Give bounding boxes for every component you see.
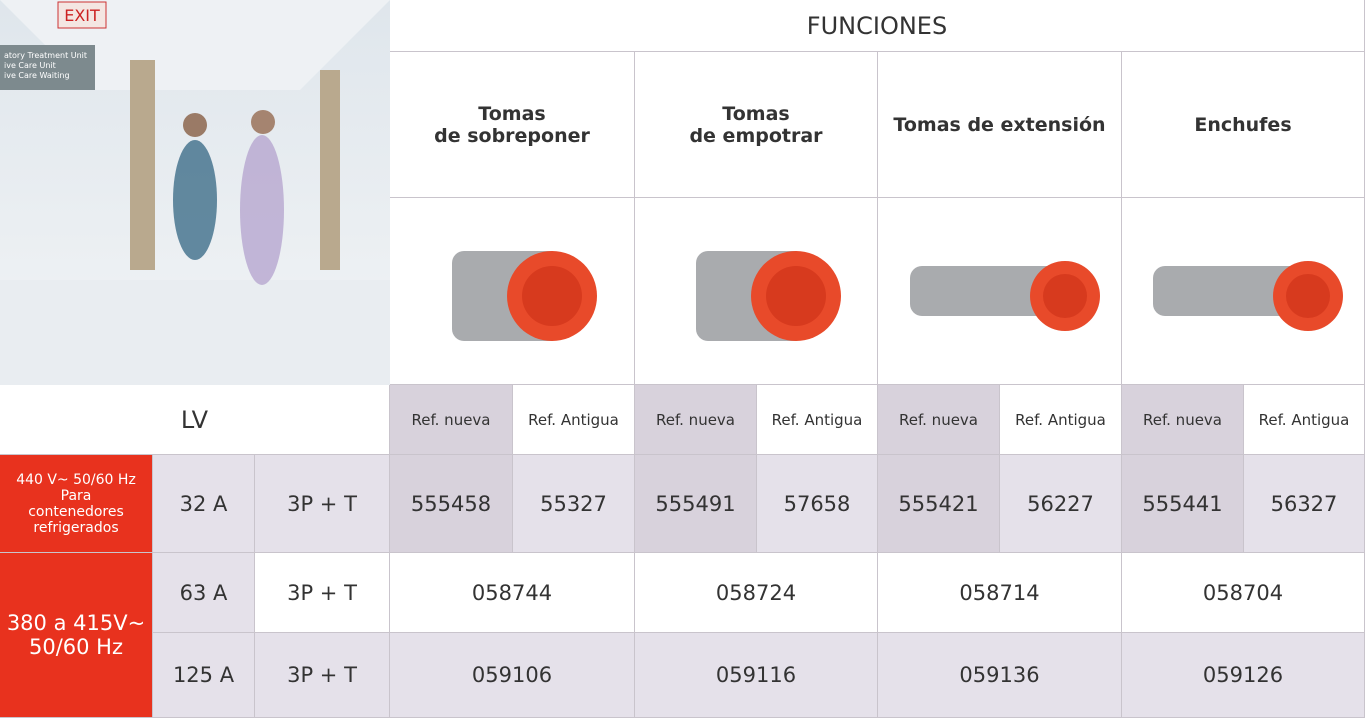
reference-value-text: 555421 [898,491,979,516]
voltage-label-text: 440 V~ 50/60 Hz [16,471,136,488]
ref-header-text: Ref. Antigua [771,410,863,429]
reference-value: 059116 [635,633,878,718]
ref-header-text: Ref. nueva [898,410,978,429]
column-header-text: de sobreponer [434,124,590,147]
product-drawing [1153,261,1343,331]
ref-header: Ref. nueva [390,385,513,455]
ref-header-text: Ref. nueva [411,410,491,429]
current-label-text: 63 A [179,580,228,605]
reference-value-text: 55327 [540,491,607,516]
reference-value-text: 058724 [715,580,797,605]
column-header-text: Enchufes [1194,113,1292,136]
product-image [390,198,635,385]
column-header-text: de empotrar [689,124,823,147]
reference-value-text: 059106 [471,663,553,687]
ref-header-text: Ref. nueva [1142,410,1222,429]
product-image [1122,198,1365,385]
reference-value: 058744 [390,553,635,633]
reference-value-text: 059116 [715,663,797,687]
column-header: Tomas de empotrar [635,52,878,198]
reference-value: 058704 [1122,553,1365,633]
product-drawing [696,251,841,341]
lv-label-text: LV [180,405,209,434]
ref-header: Ref. Antigua [757,385,878,455]
ref-header-text: Ref. Antigua [528,410,619,429]
column-header: Tomas de extensión [878,52,1122,198]
product-image [878,198,1122,385]
reference-value-text: 555441 [1142,491,1223,516]
reference-value-text: 56327 [1270,491,1338,516]
reference-value: 555441 [1122,455,1244,553]
current-label-text: 125 A [172,663,235,687]
voltage-label: 440 V~ 50/60 Hz Para contenedores refrigera… [0,455,153,553]
section-title-text: FUNCIONES [806,11,948,40]
voltage-label-text: refrigerados [33,519,119,536]
reference-value: 555421 [878,455,1000,553]
poles-label: 3P + T [255,455,390,553]
ref-header: Ref. Antigua [513,385,635,455]
reference-value: 058714 [878,553,1122,633]
product-drawing [909,261,1100,331]
product-drawing [452,251,597,341]
reference-value: 57658 [757,455,878,553]
poles-label-text: 3P + T [287,491,357,516]
current-label: 125 A [153,633,255,718]
voltage-label-text: 380 a 415V~ [6,611,146,635]
poles-label-text: 3P + T [287,663,357,687]
ref-header: Ref. nueva [1122,385,1244,455]
reference-value-text: 57658 [783,491,851,516]
ref-header: Ref. Antigua [1244,385,1365,455]
current-label: 32 A [153,455,255,553]
reference-value-text: 059136 [959,663,1040,687]
reference-value-text: 058744 [471,580,553,605]
reference-value: 059136 [878,633,1122,718]
reference-value: 059106 [390,633,635,718]
current-label: 63 A [153,553,255,633]
voltage-label-text: 50/60 Hz [28,635,123,659]
reference-value-text: 058704 [1202,580,1284,605]
column-header-text: Tomas [478,102,546,125]
reference-value: 058724 [635,553,878,633]
column-header-text: Tomas de extensión [893,113,1106,136]
reference-value: 55327 [513,455,635,553]
reference-value: 555458 [390,455,513,553]
column-header: Tomas de sobreponer [390,52,635,198]
reference-value: 555491 [635,455,757,553]
lv-label: LV [0,385,390,455]
sign-text: atory Treatment Unit [4,51,87,60]
reference-value-text: 059126 [1202,663,1284,687]
reference-value-text: 555491 [655,491,736,516]
reference-value-text: 56227 [1027,491,1094,516]
ref-header: Ref. Antigua [1000,385,1122,455]
column-header-text: Tomas [722,102,790,125]
section-title: FUNCIONES [390,0,1365,52]
poles-label: 3P + T [255,633,390,718]
reference-value-text: 555458 [410,491,492,516]
reference-value-text: 058714 [959,580,1040,605]
sign-text: ive Care Unit [4,61,56,70]
hospital-photo: atory Treatment Unit ive Care Unit ive C… [0,0,390,385]
sign-text: ive Care Waiting [4,71,70,80]
voltage-label: 380 a 415V~ 50/60 Hz [0,553,153,718]
poles-label-text: 3P + T [287,580,357,605]
current-label-text: 32 A [179,491,228,516]
product-image [635,198,878,385]
ref-header-text: Ref. Antigua [1015,410,1106,429]
ref-header: Ref. nueva [635,385,757,455]
ref-header-text: Ref. nueva [655,410,735,429]
poles-label: 3P + T [255,553,390,633]
column-header: Enchufes [1122,52,1365,198]
voltage-label-text: Para [60,487,92,504]
reference-value: 56327 [1244,455,1365,553]
reference-value: 56227 [1000,455,1122,553]
reference-value: 059126 [1122,633,1365,718]
ref-header-text: Ref. Antigua [1258,410,1350,429]
exit-sign: EXIT [64,6,100,25]
voltage-label-text: contenedores [28,503,124,520]
ref-header: Ref. nueva [878,385,1000,455]
